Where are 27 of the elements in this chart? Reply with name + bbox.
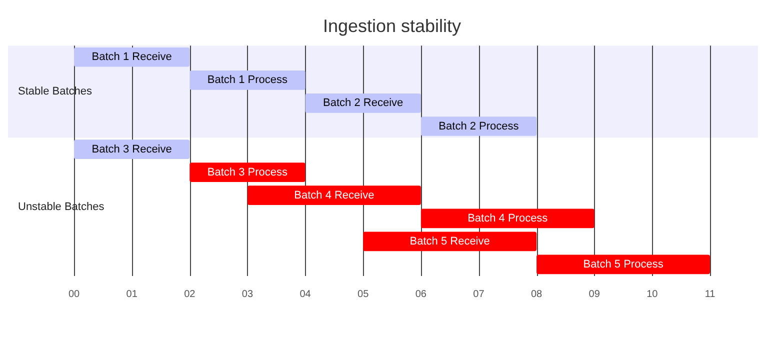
bar [536, 254, 710, 274]
y-tick-label: Batch 1 Process [207, 74, 288, 86]
bar [363, 232, 537, 252]
y-tick-label: Batch 5 Receive [410, 235, 490, 248]
bar [420, 208, 594, 228]
y-tick-label: Batch 4 Process [468, 212, 548, 224]
x-tick-label: 03 [242, 288, 254, 300]
x-tick-label: 07 [473, 288, 485, 300]
y-tick-label: Batch 3 Receive [92, 143, 172, 156]
chart-title: Ingestion stability [322, 16, 462, 36]
y-tick-label: Batch 3 Process [207, 166, 288, 178]
y-tick-label: Batch 2 Process [438, 120, 520, 132]
x-tick-label: 11 [704, 288, 716, 300]
y-tick-label: Batch 5 Process [583, 258, 664, 271]
x-tick-label: 08 [530, 288, 543, 300]
x-tick-label: 05 [358, 288, 370, 300]
y-tick-label: Batch 4 Receive [294, 189, 374, 202]
x-tick-label: 06 [415, 288, 427, 300]
x-tick-label: 09 [588, 288, 600, 300]
bar [247, 186, 421, 206]
x-tick-label: 01 [126, 288, 138, 300]
x-tick-label: 00 [68, 288, 80, 300]
y-tick-label: Batch 2 Receive [323, 97, 404, 110]
x-tick-label: 02 [184, 288, 196, 300]
x-tick-label: 10 [646, 288, 658, 300]
x-tick-label: 04 [300, 288, 312, 300]
y-tick-label: Batch 1 Receive [92, 51, 172, 64]
